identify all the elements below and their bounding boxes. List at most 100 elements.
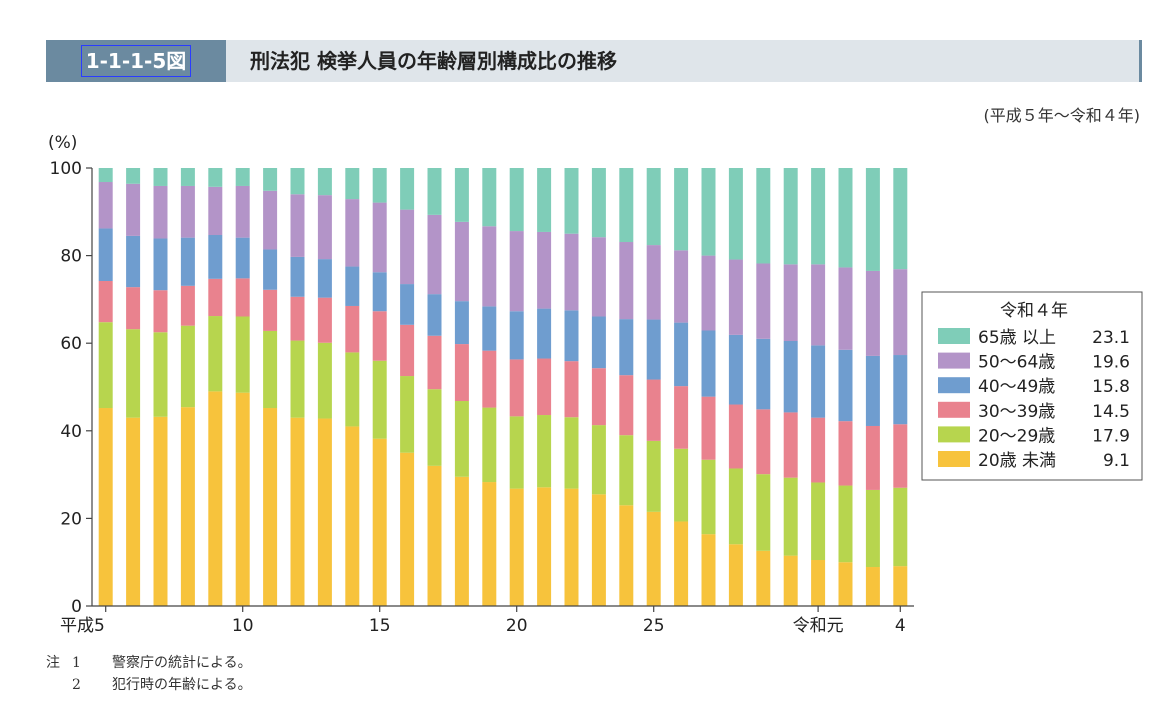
- bar-segment: [756, 474, 771, 551]
- bar-segment: [427, 294, 442, 336]
- bar-segment: [783, 168, 798, 265]
- bar-segment: [180, 237, 195, 286]
- bar-segment: [619, 168, 634, 243]
- bar-segment: [537, 168, 552, 232]
- bar-segment: [893, 269, 908, 356]
- bar-segment: [345, 199, 360, 267]
- bar-segment: [180, 185, 195, 238]
- bar-segment: [811, 264, 826, 346]
- y-tick-label: 0: [71, 597, 82, 617]
- bar-segment: [756, 409, 771, 475]
- x-tick-label: 20: [506, 616, 528, 636]
- legend-swatch: [938, 426, 970, 443]
- bar-segment: [701, 168, 716, 256]
- bar-segment: [400, 452, 415, 606]
- bar-segment: [564, 233, 579, 311]
- bar-segment: [400, 284, 415, 325]
- bar-segment: [509, 231, 524, 312]
- note-number: 2: [72, 677, 81, 693]
- bar-segment: [619, 375, 634, 436]
- bar-segment: [564, 168, 579, 234]
- bar-segment: [509, 359, 524, 417]
- bar-segment: [509, 416, 524, 489]
- bar-segment: [783, 412, 798, 478]
- bar-segment: [811, 345, 826, 418]
- bar-segment: [98, 228, 113, 281]
- bar-segment: [400, 376, 415, 453]
- bar-segment: [728, 404, 743, 469]
- bar-segment: [208, 278, 223, 317]
- bar-segment: [482, 407, 497, 483]
- bar-segment: [591, 494, 606, 606]
- bar-segment: [509, 168, 524, 232]
- bar-segment: [317, 418, 332, 606]
- bar-segment: [454, 168, 469, 222]
- figure-header: 1-1-1-5図 刑法犯 検挙人員の年齢層別構成比の推移: [46, 40, 1142, 82]
- bar-segment: [591, 368, 606, 426]
- bar-segment: [537, 487, 552, 606]
- bar-segment: [290, 417, 305, 606]
- bar-segment: [728, 259, 743, 335]
- bar-segment: [454, 221, 469, 302]
- period-label: (平成５年〜令和４年): [983, 106, 1141, 125]
- note-number: 1: [72, 655, 81, 671]
- legend-label: 65歳 以上: [978, 328, 1056, 348]
- bar-segment: [619, 435, 634, 506]
- legend-value: 23.1: [1092, 328, 1130, 348]
- bar-segment: [208, 316, 223, 392]
- legend-value: 15.8: [1092, 377, 1130, 397]
- bar-segment: [290, 296, 305, 341]
- bar-segment: [263, 249, 278, 290]
- bar-segment: [290, 194, 305, 257]
- bar-segment: [756, 168, 771, 264]
- x-tick-label: 15: [369, 616, 391, 636]
- legend-swatch: [938, 451, 970, 467]
- bar-segment: [811, 482, 826, 561]
- bar-segment: [153, 416, 168, 606]
- bar-segment: [180, 285, 195, 326]
- bar-segment: [619, 242, 634, 320]
- bar-segment: [865, 567, 880, 606]
- bar-segment: [838, 168, 853, 268]
- bar-segment: [893, 487, 908, 567]
- x-tick-label: 10: [232, 616, 254, 636]
- bar-segment: [756, 338, 771, 410]
- bar-segment: [345, 168, 360, 200]
- bar-segment: [372, 202, 387, 273]
- bar-segment: [893, 566, 908, 606]
- bar-segment: [482, 350, 497, 408]
- notes: 注 1 警察庁の統計による。 2 犯行時の年齢による。: [46, 652, 252, 696]
- bar-segment: [564, 310, 579, 362]
- bar-segment: [865, 425, 880, 490]
- bar-segment: [838, 421, 853, 486]
- bar-segment: [317, 342, 332, 419]
- bar-segment: [646, 379, 661, 441]
- bar-segment: [646, 245, 661, 320]
- bar-segment: [153, 238, 168, 291]
- bar-segment: [509, 488, 524, 606]
- bar-segment: [701, 330, 716, 397]
- bar-segment: [153, 332, 168, 417]
- bar-segment: [591, 237, 606, 317]
- legend-label: 20歳 未満: [978, 451, 1056, 471]
- note-mark-blank: [46, 674, 72, 696]
- bar-segment: [126, 168, 141, 184]
- bar-segment: [98, 408, 113, 606]
- bar-segment: [317, 259, 332, 298]
- bar-segment: [756, 550, 771, 606]
- bar-segment: [372, 311, 387, 361]
- legend-value: 14.5: [1092, 402, 1130, 422]
- bar-segment: [838, 562, 853, 606]
- bar-segment: [674, 521, 689, 606]
- bar-segment: [98, 168, 113, 183]
- bar-segment: [454, 344, 469, 402]
- bar-segment: [235, 237, 250, 279]
- bar-segment: [674, 168, 689, 251]
- bar-segment: [701, 459, 716, 535]
- bar-segment: [811, 560, 826, 606]
- bar-segment: [454, 401, 469, 477]
- bar-segment: [728, 544, 743, 606]
- bar-segment: [290, 340, 305, 418]
- x-tick-label: 令和元: [793, 616, 844, 636]
- bar-segment: [619, 319, 634, 376]
